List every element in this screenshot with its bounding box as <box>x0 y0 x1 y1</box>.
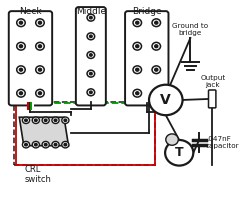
Circle shape <box>166 134 178 145</box>
Circle shape <box>155 92 158 95</box>
Circle shape <box>165 140 193 166</box>
Text: CRL
switch: CRL switch <box>25 165 52 184</box>
Circle shape <box>17 42 25 50</box>
Circle shape <box>19 92 22 95</box>
Text: Middle: Middle <box>76 7 106 16</box>
Circle shape <box>62 141 69 148</box>
FancyBboxPatch shape <box>76 7 106 105</box>
Circle shape <box>19 45 22 48</box>
Polygon shape <box>19 117 69 146</box>
Circle shape <box>52 117 59 124</box>
Circle shape <box>133 19 142 27</box>
Circle shape <box>17 66 25 74</box>
Bar <box>14 102 155 165</box>
Text: Output
jack: Output jack <box>200 75 225 88</box>
Circle shape <box>136 68 139 71</box>
Circle shape <box>25 119 27 122</box>
Circle shape <box>62 117 69 124</box>
Circle shape <box>38 21 41 24</box>
Circle shape <box>152 42 161 50</box>
Circle shape <box>155 45 158 48</box>
Circle shape <box>133 66 142 74</box>
FancyBboxPatch shape <box>9 11 52 105</box>
Circle shape <box>87 89 95 96</box>
Circle shape <box>155 21 158 24</box>
Circle shape <box>90 54 92 56</box>
FancyBboxPatch shape <box>125 11 168 105</box>
Circle shape <box>38 45 41 48</box>
Circle shape <box>32 117 40 124</box>
Circle shape <box>54 143 57 146</box>
Circle shape <box>64 143 67 146</box>
Circle shape <box>25 143 27 146</box>
Circle shape <box>44 143 47 146</box>
Circle shape <box>42 141 49 148</box>
Circle shape <box>152 66 161 74</box>
Text: T: T <box>175 146 183 159</box>
Text: V: V <box>160 93 171 107</box>
Circle shape <box>22 141 30 148</box>
Text: Bridge: Bridge <box>132 7 162 16</box>
Circle shape <box>155 68 158 71</box>
Circle shape <box>34 119 37 122</box>
Circle shape <box>22 117 30 124</box>
Circle shape <box>87 52 95 59</box>
Circle shape <box>17 89 25 97</box>
FancyBboxPatch shape <box>209 90 216 108</box>
Circle shape <box>90 35 92 37</box>
Circle shape <box>36 19 44 27</box>
Text: .047nF
capacitor: .047nF capacitor <box>206 136 240 149</box>
Circle shape <box>34 143 37 146</box>
Circle shape <box>42 117 49 124</box>
Circle shape <box>136 21 139 24</box>
Circle shape <box>44 119 47 122</box>
Circle shape <box>36 66 44 74</box>
Circle shape <box>38 68 41 71</box>
Circle shape <box>87 33 95 40</box>
Circle shape <box>32 141 40 148</box>
Circle shape <box>90 16 92 19</box>
Circle shape <box>90 91 92 94</box>
Circle shape <box>38 92 41 95</box>
Circle shape <box>136 92 139 95</box>
Text: Ground to
bridge: Ground to bridge <box>172 23 208 36</box>
Circle shape <box>152 89 161 97</box>
Circle shape <box>133 42 142 50</box>
Circle shape <box>90 73 92 75</box>
Circle shape <box>17 19 25 27</box>
Circle shape <box>19 68 22 71</box>
Circle shape <box>64 119 67 122</box>
Text: Neck: Neck <box>19 7 42 16</box>
Circle shape <box>87 14 95 21</box>
Circle shape <box>52 141 59 148</box>
Circle shape <box>136 45 139 48</box>
Circle shape <box>149 85 183 115</box>
Circle shape <box>54 119 57 122</box>
Circle shape <box>19 21 22 24</box>
Circle shape <box>36 42 44 50</box>
Circle shape <box>87 70 95 77</box>
Circle shape <box>152 19 161 27</box>
Circle shape <box>133 89 142 97</box>
Circle shape <box>36 89 44 97</box>
